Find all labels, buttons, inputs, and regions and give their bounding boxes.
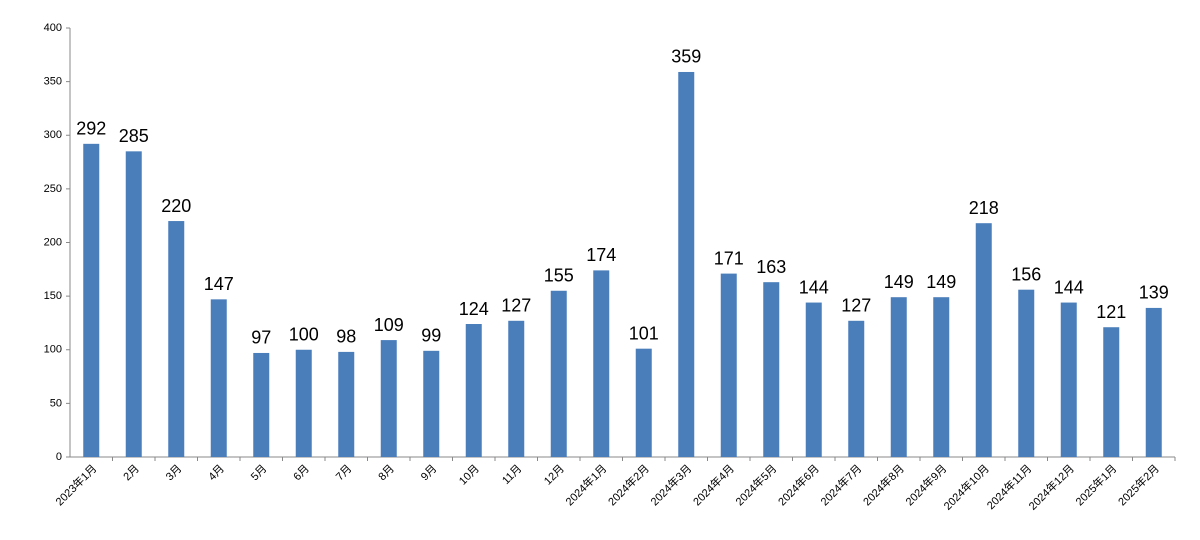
y-tick-label: 0 (56, 451, 62, 463)
bar (210, 299, 227, 457)
value-label: 156 (1011, 264, 1041, 284)
value-label: 144 (1054, 277, 1084, 297)
bar (338, 351, 355, 457)
value-label: 139 (1139, 283, 1169, 303)
x-tick-label: 2024年10月 (941, 461, 992, 512)
value-label: 101 (629, 323, 659, 343)
value-label: 155 (544, 266, 574, 286)
value-label: 121 (1096, 302, 1126, 322)
bar (593, 270, 610, 457)
value-label: 100 (289, 325, 319, 345)
x-tick-label: 12月 (542, 463, 567, 488)
bar (763, 282, 780, 457)
value-label: 174 (586, 245, 616, 265)
value-label: 171 (714, 248, 744, 268)
x-tick-label: 6月 (291, 463, 312, 484)
value-label: 147 (204, 274, 234, 294)
bar (423, 350, 440, 457)
bar (933, 297, 950, 457)
x-tick-label: 2024年1月 (562, 461, 609, 508)
x-tick-label: 5月 (249, 463, 270, 484)
bar (890, 297, 907, 457)
bar (380, 340, 397, 457)
x-tick-label: 2024年2月 (605, 461, 652, 508)
value-label: 163 (756, 257, 786, 277)
x-tick-label: 2025年1月 (1072, 461, 1119, 508)
bar (848, 320, 865, 457)
bar (805, 302, 822, 457)
bar (1060, 302, 1077, 457)
value-label: 124 (459, 299, 489, 319)
y-tick-label: 350 (44, 76, 62, 88)
value-label: 99 (421, 326, 441, 346)
bar (508, 320, 525, 457)
y-tick-label: 100 (44, 344, 62, 356)
x-tick-label: 4月 (206, 463, 227, 484)
x-tick-label: 2月 (121, 463, 142, 484)
bar (253, 352, 270, 457)
bar (83, 143, 100, 457)
x-tick-label: 2024年4月 (690, 461, 737, 508)
x-tick-label: 2025年2月 (1115, 461, 1162, 508)
value-label: 285 (119, 126, 149, 146)
y-tick-label: 400 (44, 22, 62, 34)
value-label: 359 (671, 47, 701, 67)
bar (678, 71, 695, 457)
bar (168, 221, 185, 457)
y-tick-label: 200 (44, 236, 62, 248)
value-label: 97 (251, 328, 271, 348)
x-tick-label: 2024年9月 (902, 461, 949, 508)
bar (635, 348, 652, 457)
x-tick-label: 8月 (376, 463, 397, 484)
bar (465, 324, 482, 457)
y-tick-label: 50 (50, 397, 62, 409)
value-label: 144 (799, 277, 829, 297)
x-tick-label: 2024年12月 (1026, 461, 1077, 512)
value-label: 149 (926, 272, 956, 292)
bar (1018, 289, 1035, 457)
x-tick-label: 3月 (164, 463, 185, 484)
x-tick-label: 2024年7月 (817, 461, 864, 508)
value-label: 109 (374, 315, 404, 335)
value-label: 220 (161, 196, 191, 216)
x-tick-label: 7月 (334, 463, 355, 484)
bar (1103, 327, 1120, 457)
x-tick-label: 2023年1月 (52, 461, 99, 508)
y-tick-label: 250 (44, 183, 62, 195)
value-label: 292 (76, 119, 106, 139)
value-label: 218 (969, 198, 999, 218)
x-tick-label: 10月 (457, 463, 482, 488)
x-tick-label: 2024年3月 (647, 461, 694, 508)
x-tick-label: 2024年8月 (860, 461, 907, 508)
bar (1145, 307, 1162, 457)
bar (975, 223, 992, 457)
bar (550, 290, 567, 457)
x-tick-label: 9月 (419, 463, 440, 484)
y-tick-label: 150 (44, 290, 62, 302)
value-label: 98 (336, 327, 356, 347)
bar (720, 273, 737, 457)
value-label: 127 (501, 296, 531, 316)
x-tick-label: 11月 (500, 463, 524, 487)
x-tick-label: 2024年6月 (775, 461, 822, 508)
x-tick-label: 2024年5月 (732, 461, 779, 508)
value-label: 149 (884, 272, 914, 292)
value-label: 127 (841, 296, 871, 316)
bar (125, 151, 142, 457)
bar (295, 349, 312, 457)
y-tick-label: 300 (44, 129, 62, 141)
